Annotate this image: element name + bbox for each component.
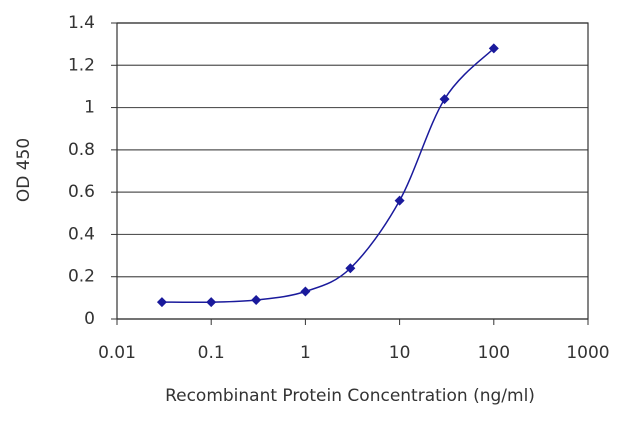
y-tick-label: 1 (84, 98, 95, 118)
x-tick-label: 1 (300, 343, 311, 363)
x-axis-label: Recombinant Protein Concentration (ng/ml… (165, 386, 535, 406)
data-point (394, 195, 405, 206)
data-point (206, 297, 217, 308)
y-axis-label: OD 450 (14, 138, 34, 202)
x-tick-label: 10 (389, 343, 411, 363)
y-tick-label: 1.2 (68, 55, 95, 75)
data-point (300, 286, 311, 297)
data-point (251, 294, 262, 305)
y-tick-label: 0 (84, 309, 95, 329)
data-point (439, 94, 450, 105)
y-tick-label: 0.4 (68, 224, 95, 244)
x-tick-label: 1000 (566, 343, 609, 363)
data-point (345, 263, 356, 274)
y-tick-label: 0.2 (68, 267, 95, 287)
plot-frame (116, 22, 589, 320)
x-tick-label: 100 (478, 343, 510, 363)
x-tick-label: 0.01 (98, 343, 136, 363)
y-tick-label: 1.4 (68, 13, 95, 33)
data-point (488, 43, 499, 54)
x-tick-label: 0.1 (198, 343, 225, 363)
data-point (156, 297, 167, 308)
fit-line (161, 47, 495, 303)
y-tick-label: 0.6 (68, 182, 95, 202)
y-tick-label: 0.8 (68, 140, 95, 160)
